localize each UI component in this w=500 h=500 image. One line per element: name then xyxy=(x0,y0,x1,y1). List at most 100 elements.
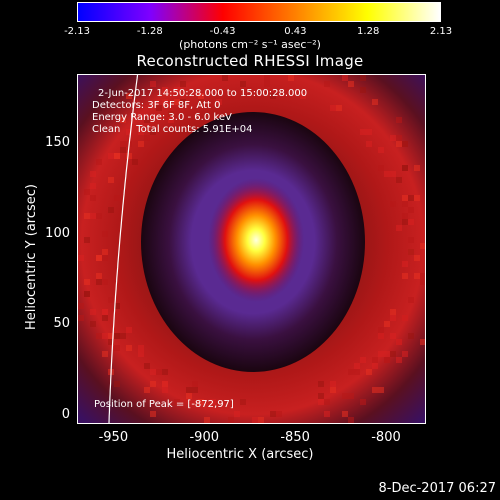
heatmap-pixel xyxy=(102,249,108,255)
heatmap-pixel xyxy=(150,381,156,387)
heatmap-pixel xyxy=(420,279,425,285)
y-tick-label: 100 xyxy=(45,225,70,241)
colorbar-tick-label: 1.28 xyxy=(357,26,380,37)
heatmap-pixel xyxy=(90,183,96,189)
heatmap-pixel xyxy=(330,381,336,387)
heatmap-pixel xyxy=(192,387,198,393)
solar-limb xyxy=(108,75,139,423)
heatmap-pixel xyxy=(108,207,114,213)
heatmap-pixel xyxy=(366,141,372,147)
heatmap-pixel xyxy=(126,345,132,351)
heatmap-pixel xyxy=(324,81,330,87)
heatmap-pixel xyxy=(402,213,408,219)
heatmap-pixel xyxy=(378,147,384,153)
heatmap-pixel xyxy=(138,141,144,147)
heatmap-pixel xyxy=(114,195,120,201)
heatmap-pixel xyxy=(258,417,264,423)
heatmap-pixel xyxy=(162,381,168,387)
heatmap-pixel xyxy=(342,393,348,399)
heatmap-pixel xyxy=(300,93,306,99)
heatmap-pixel xyxy=(378,387,384,393)
heatmap-pixel xyxy=(114,153,120,159)
heatmap-pixel xyxy=(360,399,366,405)
heatmap-pixel xyxy=(342,75,348,81)
heatmap-pixel xyxy=(222,423,228,424)
heatmap-pixel xyxy=(360,129,366,135)
heatmap-pixel xyxy=(162,387,168,393)
heatmap-pixel xyxy=(174,99,180,105)
heatmap-pixel xyxy=(372,363,378,369)
heatmap-pixel xyxy=(144,135,150,141)
heatmap-pixel xyxy=(396,339,402,345)
heatmap-pixel xyxy=(408,195,414,201)
heatmap-pixel xyxy=(396,177,402,183)
heatmap-pixel xyxy=(84,213,90,219)
heatmap-pixel xyxy=(390,351,396,357)
heatmap-pixel xyxy=(420,339,425,345)
heatmap-pixel xyxy=(396,357,402,363)
heatmap-pixel xyxy=(114,303,120,309)
heatmap-pixel xyxy=(402,273,408,279)
heatmap-pixel xyxy=(168,111,174,117)
heatmap-pixel xyxy=(408,249,414,255)
heatmap-pixel xyxy=(102,255,108,261)
heatmap-pixel xyxy=(144,363,150,369)
x-tick-label: -800 xyxy=(371,430,401,445)
heatmap-pixel xyxy=(378,333,384,339)
heatmap-pixel xyxy=(150,411,156,417)
heatmap-pixel xyxy=(360,75,366,81)
heatmap-pixel xyxy=(120,333,126,339)
heatmap-pixel xyxy=(102,315,108,321)
colorbar-tick-label: -1.28 xyxy=(136,26,163,37)
heatmap-pixel xyxy=(384,321,390,327)
peak-source xyxy=(208,178,305,303)
heatmap-pixel xyxy=(138,351,144,357)
heatmap-pixel xyxy=(174,399,180,405)
heatmap-pixel xyxy=(222,75,228,81)
heatmap-pixel xyxy=(96,333,102,339)
heatmap-pixel xyxy=(402,141,408,147)
heatmap-pixel xyxy=(378,165,384,171)
heatmap-pixel xyxy=(180,99,186,105)
heatmap-pixel xyxy=(120,147,126,153)
heatmap-pixel xyxy=(348,81,354,87)
heatmap-pixel xyxy=(108,177,114,183)
heatmap-pixel xyxy=(126,129,132,135)
heatmap-pixel xyxy=(360,87,366,93)
x-axis-label: Heliocentric X (arcsec) xyxy=(166,447,314,462)
heatmap-pixel xyxy=(162,87,168,93)
heatmap-pixel xyxy=(120,141,126,147)
heatmap-pixel xyxy=(270,423,276,424)
heatmap-pixel xyxy=(132,159,138,165)
heatmap-pixel xyxy=(162,99,168,105)
heatmap-pixel xyxy=(276,411,282,417)
heatmap-pixel xyxy=(270,411,276,417)
heatmap-pixel xyxy=(102,309,108,315)
heatmap-pixel xyxy=(126,93,132,99)
heatmap-pixel xyxy=(114,381,120,387)
heatmap-pixel xyxy=(96,273,102,279)
heatmap-pixel xyxy=(402,261,408,267)
heatmap-pixel xyxy=(84,237,90,243)
heatmap-pixel xyxy=(132,99,138,105)
plot-title: Reconstructed RHESSI Image xyxy=(136,52,364,70)
heatmap-pixel xyxy=(390,315,396,321)
heatmap-pixel xyxy=(96,279,102,285)
heatmap-pixel xyxy=(84,291,90,297)
heatmap-pixel xyxy=(408,297,414,303)
heatmap-pixel xyxy=(408,333,414,339)
x-tick-label: -900 xyxy=(189,430,219,445)
heatmap-pixel xyxy=(402,315,408,321)
heatmap-pixel xyxy=(108,297,114,303)
y-tick-label: 50 xyxy=(53,316,70,332)
heatmap-pixel xyxy=(90,321,96,327)
heatmap-pixel xyxy=(414,195,420,201)
heatmap-pixel xyxy=(78,255,84,261)
heatmap-pixel xyxy=(366,129,372,135)
heatmap-pixel xyxy=(228,93,234,99)
heatmap-pixel xyxy=(390,309,396,315)
heatmap-pixel xyxy=(180,423,186,424)
heatmap-pixel xyxy=(390,333,396,339)
heatmap-pixel xyxy=(354,363,360,369)
heatmap-pixel xyxy=(198,93,204,99)
